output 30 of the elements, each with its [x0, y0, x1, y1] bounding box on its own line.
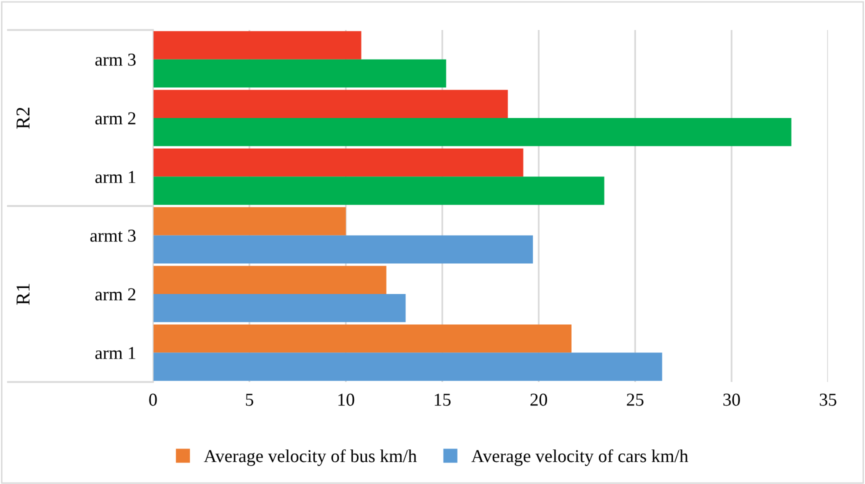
x-tick-label: 30: [723, 394, 740, 406]
bar: [153, 207, 346, 236]
y-tick-label: arm 1: [95, 347, 136, 360]
bar: [153, 176, 604, 205]
bar: [153, 148, 524, 177]
bar: [153, 294, 406, 322]
bar: [153, 31, 362, 60]
y-tick-label: arm 3: [95, 54, 136, 66]
bar: [153, 352, 662, 381]
bar: [153, 266, 386, 294]
x-tick-label: 20: [530, 394, 548, 406]
text: R2: [16, 108, 30, 129]
y-tick-label: armt 3: [90, 230, 136, 242]
x-tick-label: 15: [434, 394, 451, 406]
y-tick-label: arm 2: [95, 112, 136, 124]
legend-label: Average velocity of cars km/h: [471, 449, 688, 466]
x-tick-label: 5: [246, 394, 254, 406]
bar: [153, 118, 792, 146]
y-tick-label: arm 1: [95, 171, 136, 184]
bar: [153, 235, 533, 264]
bar: [153, 59, 446, 88]
x-tick-label: 10: [338, 394, 354, 406]
legend-label: Average velocity of bus km/h: [204, 449, 417, 466]
x-tick-label: 35: [820, 394, 836, 406]
x-tick-label: 25: [626, 394, 644, 406]
bar: [153, 324, 572, 353]
y-tick-label: arm 2: [95, 288, 136, 300]
bar: [153, 90, 508, 118]
x-tick-label: 0: [149, 394, 157, 406]
text: R1: [16, 284, 30, 305]
